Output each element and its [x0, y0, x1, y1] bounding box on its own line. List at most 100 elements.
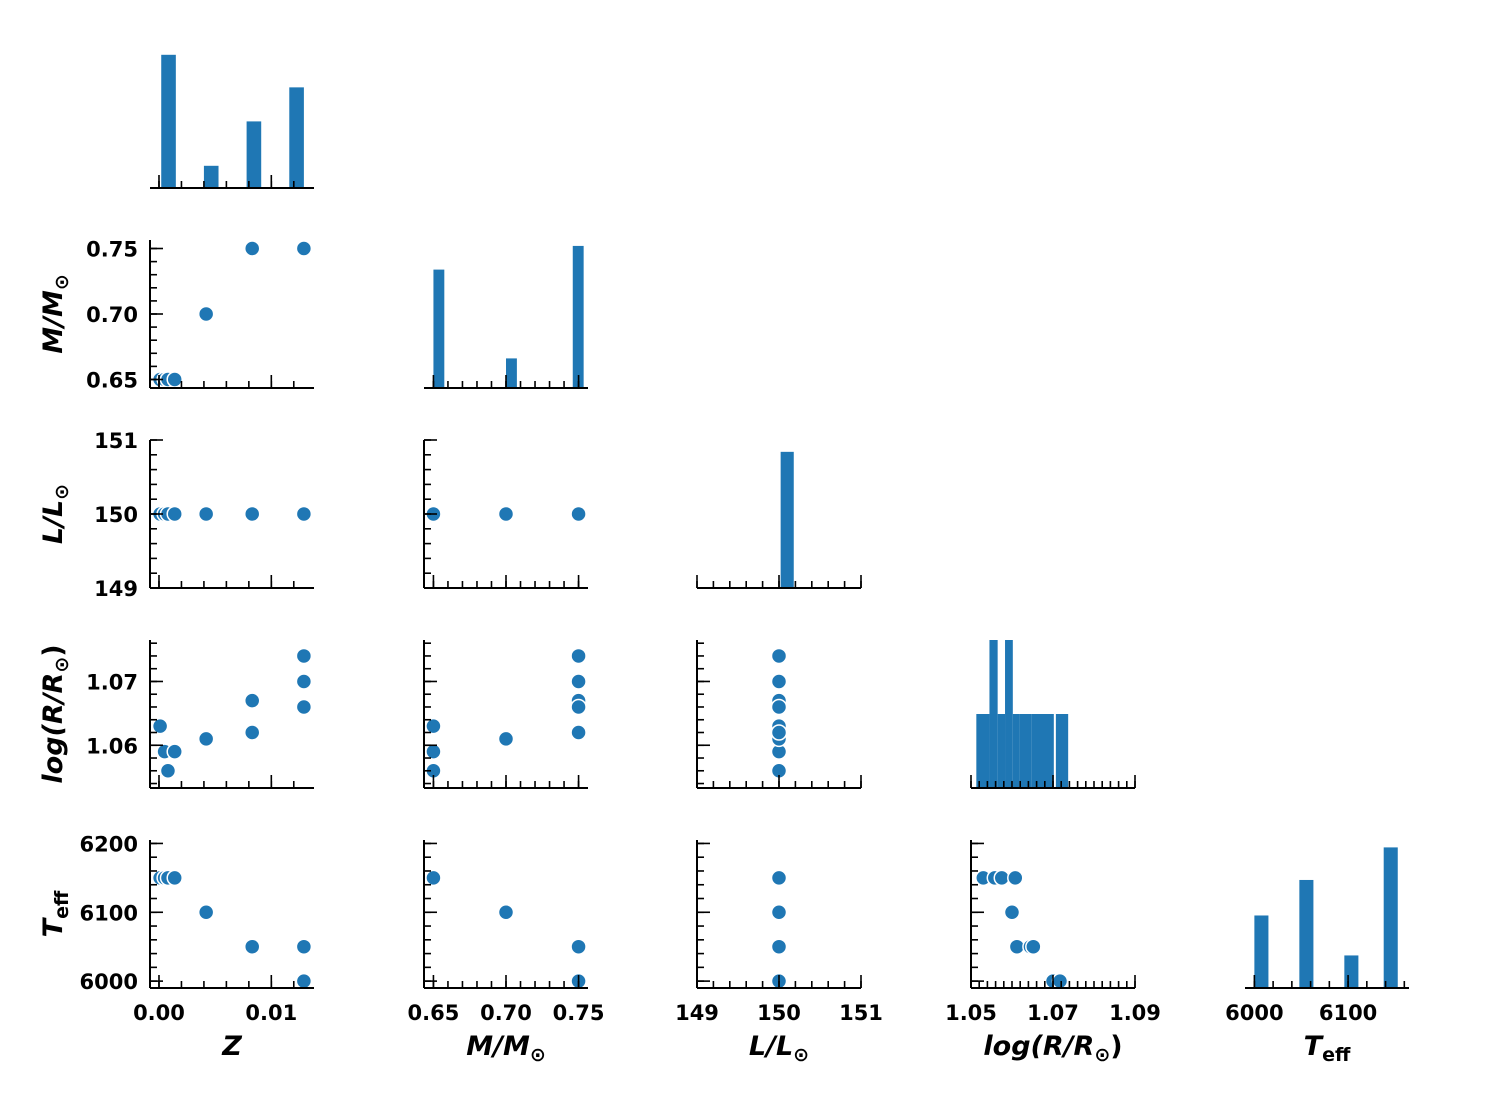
axis-label-main: L/L [749, 1031, 793, 1062]
axis-label-main: M/M [38, 290, 69, 354]
scatter-point [425, 743, 442, 760]
histogram-bar [1299, 879, 1314, 988]
histogram-Teff: 6000 6100 [1225, 847, 1409, 1025]
scatter-Teff-vs-L: 149 150 151 [675, 840, 883, 1025]
scatter-point [770, 673, 788, 690]
histogram-bar [203, 165, 219, 188]
axis-label-text: log(R/R⊙) [38, 644, 73, 783]
scatter-point [295, 698, 313, 716]
y-tick-label: 151 [94, 429, 138, 453]
histogram-bar [161, 54, 176, 188]
scatter-point [243, 938, 261, 955]
x-axis-label-M: M/M⊙ [466, 1031, 546, 1066]
scatter-point [770, 904, 788, 921]
axis-label-subscript: ⊙ [793, 1044, 809, 1066]
x-tick-label: 0.75 [553, 1001, 605, 1025]
scatter-point [295, 505, 313, 523]
histogram-bar [572, 245, 584, 388]
y-tick-label: 6000 [80, 970, 138, 994]
x-axis-label-L: L/L⊙ [749, 1031, 809, 1066]
histogram-M [424, 245, 588, 389]
axis-label-text: M/M⊙ [38, 274, 73, 354]
histogram-bar [997, 714, 1006, 788]
scatter-point [243, 505, 261, 523]
scatter-point [197, 505, 215, 523]
axis-label-text: log(R/R⊙) [983, 1031, 1122, 1066]
axis-label-subscript: eff [1322, 1044, 1351, 1066]
scatter-point [151, 717, 169, 735]
axis-label-subscript: ⊙ [51, 657, 73, 673]
x-tick-label: 0.70 [480, 1001, 532, 1025]
scatter-Teff-vs-Z: 6000 6100 6200 0.00 0.01 [80, 832, 314, 1025]
scatter-logR-vs-M [423, 640, 588, 789]
histogram-bar [780, 451, 794, 588]
axis-label-main: L/L [38, 500, 69, 544]
scatter-point [295, 673, 313, 690]
y-axis-label-Teff: Teff [38, 890, 73, 937]
histogram-bar [1005, 640, 1013, 788]
scatter-point [770, 647, 788, 665]
scatter-point [570, 698, 587, 716]
x-tick-label: 151 [839, 1001, 883, 1025]
scatter-point [1051, 972, 1069, 990]
axis-label-main: Z [221, 1031, 242, 1062]
scatter-point [243, 692, 261, 709]
histogram-bar [1383, 847, 1398, 988]
scatter-point [1025, 938, 1042, 955]
scatter-L-vs-Z: 149 150 151 [94, 429, 314, 601]
x-axis-label-logR: log(R/R⊙) [983, 1031, 1122, 1066]
histogram-bar [1055, 714, 1069, 788]
scatter-point [993, 869, 1010, 887]
x-tick-label: 150 [757, 1001, 801, 1025]
axis-label-main: M/M [466, 1031, 530, 1062]
scatter-Teff-vs-logR: 1.05 1.07 1.09 [945, 840, 1161, 1025]
scatter-M-vs-Z: 0.65 0.70 0.75 [86, 238, 314, 392]
y-tick-label: 0.75 [86, 238, 138, 262]
scatter-point [1003, 904, 1021, 921]
axis-label-main: log(R/R [38, 673, 69, 784]
histogram-bar [1012, 714, 1020, 788]
scatter-point [770, 938, 788, 955]
scatter-point [570, 724, 587, 741]
axis-label-suffix: ) [38, 644, 69, 656]
scatter-point [243, 240, 261, 257]
scatter-logR-vs-L [696, 640, 862, 789]
x-tick-label: 6100 [1319, 1001, 1377, 1025]
y-tick-label: 1.06 [86, 734, 138, 758]
y-axis-label-L: L/L⊙ [38, 484, 73, 544]
axis-label-subscript: ⊙ [51, 274, 73, 290]
histogram-bar [1254, 915, 1269, 988]
scatter-point [295, 972, 313, 990]
y-tick-label: 6200 [80, 832, 138, 856]
histogram-bar [1019, 714, 1032, 788]
scatter-point [197, 305, 215, 323]
histogram-logR [970, 640, 1136, 789]
axis-label-subscript: ⊙ [1094, 1044, 1110, 1066]
scatter-point [425, 869, 442, 887]
scatter-point [1008, 938, 1026, 955]
scatter-point [770, 869, 788, 887]
scatter-point [243, 724, 261, 741]
scatter-point [295, 647, 313, 665]
x-tick-label: 0.01 [245, 1001, 297, 1025]
histogram-Z [150, 54, 314, 189]
scatter-Teff-vs-M: 0.65 0.70 0.75 [408, 840, 605, 1025]
axis-label-suffix: ) [1110, 1031, 1122, 1062]
x-tick-label: 1.07 [1027, 1001, 1079, 1025]
scatter-point [770, 698, 788, 716]
x-tick-label: 1.09 [1109, 1001, 1161, 1025]
scatter-point [570, 673, 587, 690]
y-tick-label: 0.65 [86, 368, 138, 392]
histogram-bar [433, 269, 445, 388]
scatter-point [770, 724, 788, 741]
scatter-point [497, 505, 515, 523]
histogram-bar [506, 358, 517, 388]
axis-labels: Z M/M⊙M/M⊙L/L⊙L/L⊙log(R/R⊙)log(R/R⊙)TeffT… [38, 274, 1351, 1066]
axis-label-text: M/M⊙ [466, 1031, 546, 1066]
x-tick-label: 0.00 [133, 1001, 185, 1025]
scatter-L-vs-M [423, 439, 588, 589]
scatter-point [197, 730, 215, 748]
axis-label-main: log(R/R [983, 1031, 1094, 1062]
scatter-point [497, 904, 515, 921]
